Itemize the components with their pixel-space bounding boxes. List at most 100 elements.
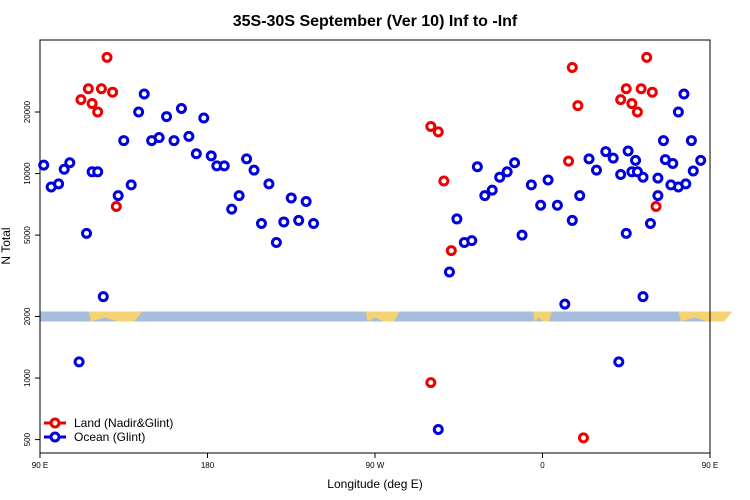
ocean-point	[300, 196, 312, 208]
land-point	[107, 86, 119, 98]
ocean-point	[218, 160, 230, 172]
ocean-point	[183, 130, 195, 142]
land-point	[101, 51, 113, 63]
ocean-point	[138, 88, 150, 100]
ocean-point	[525, 179, 537, 191]
y-tick-label: 1000	[23, 369, 32, 387]
x-axis: 90 E 180 90 W 0 90 E	[32, 453, 718, 470]
ocean-point	[198, 112, 210, 124]
land-point	[425, 120, 437, 132]
ocean-point	[631, 166, 643, 178]
land-point	[620, 83, 632, 95]
ocean-point	[652, 190, 664, 202]
ocean-point	[270, 237, 282, 249]
legend: Land (Nadir&Glint) Ocean (Glint)	[44, 416, 173, 444]
x-tick-label: 180	[201, 461, 215, 470]
y-tick-label: 2000	[23, 307, 32, 325]
x-axis-label: Longitude (deg E)	[327, 477, 422, 491]
ocean-point	[161, 111, 173, 123]
land-point	[650, 201, 662, 213]
map-strip	[40, 311, 733, 322]
land-point	[646, 86, 658, 98]
ocean-point	[542, 174, 554, 186]
ocean-point	[190, 148, 202, 160]
ocean-point	[566, 214, 578, 226]
y-tick-label: 5000	[23, 226, 32, 244]
ocean-point	[285, 192, 297, 204]
ocean-point	[308, 217, 320, 229]
ocean-point	[125, 179, 137, 191]
ocean-point	[559, 298, 571, 310]
x-tick-label: 90 W	[366, 461, 385, 470]
ocean-point	[583, 153, 595, 165]
land-point	[615, 94, 627, 106]
ocean-point	[205, 150, 217, 162]
land-point	[432, 126, 444, 138]
land-point	[563, 155, 575, 167]
land-point	[95, 83, 107, 95]
land-point	[86, 98, 98, 110]
ocean-point	[494, 171, 506, 183]
y-tick-label: 500	[23, 432, 32, 446]
ocean-point	[64, 157, 76, 169]
ocean-point	[622, 145, 634, 157]
land-point	[425, 377, 437, 389]
ocean-point	[112, 190, 124, 202]
ocean-point	[620, 227, 632, 239]
plot-frame	[39, 39, 711, 454]
land-point	[445, 245, 457, 257]
ocean-point	[667, 158, 679, 170]
ocean-point	[486, 184, 498, 196]
ocean-point	[607, 152, 619, 164]
ocean-point	[466, 235, 478, 247]
ocean-point	[233, 190, 245, 202]
ocean-point	[97, 291, 109, 303]
x-tick-label: 90 E	[702, 461, 718, 470]
ocean-point	[58, 163, 70, 175]
ocean-point	[175, 103, 187, 115]
ocean-point	[92, 166, 104, 178]
legend-entry-ocean: Ocean (Glint)	[44, 430, 145, 444]
legend-label-ocean: Ocean (Glint)	[74, 430, 145, 444]
y-tick-label: 20000	[23, 100, 32, 123]
ocean-point	[255, 217, 267, 229]
ocean-point	[153, 132, 165, 144]
y-tick-label: 10000	[23, 162, 32, 185]
ocean-point	[118, 135, 130, 147]
land-point	[110, 201, 122, 213]
x-tick-label: 90 E	[32, 461, 48, 470]
land-point	[438, 175, 450, 187]
legend-marker-land	[49, 417, 61, 429]
ocean-point	[226, 203, 238, 215]
legend-entry-land: Land (Nadir&Glint)	[44, 416, 173, 430]
ocean-point	[38, 159, 50, 171]
map-land-segment	[365, 311, 400, 322]
land-point	[75, 94, 87, 106]
land-point	[641, 51, 653, 63]
data-points	[38, 51, 707, 444]
ocean-point	[678, 88, 690, 100]
ocean-point	[471, 161, 483, 173]
ocean-point	[263, 178, 275, 190]
land-point	[631, 106, 643, 118]
ocean-point	[248, 164, 260, 176]
ocean-point	[652, 172, 664, 184]
ocean-point	[278, 216, 290, 228]
ocean-point	[501, 166, 513, 178]
ocean-point	[680, 178, 692, 190]
y-axis: 500 1000 2000 5000 10000 20000	[23, 100, 40, 446]
ocean-point	[293, 214, 305, 226]
ocean-point	[133, 106, 145, 118]
ocean-point	[443, 266, 455, 278]
ocean-point	[615, 168, 627, 180]
ocean-point	[644, 217, 656, 229]
ocean-point	[168, 135, 180, 147]
land-point	[572, 100, 584, 112]
map-land-segment	[88, 311, 143, 322]
ocean-point	[81, 227, 93, 239]
ocean-point	[535, 199, 547, 211]
land-point	[635, 83, 647, 95]
ocean-point	[574, 190, 586, 202]
x-tick-label: 0	[540, 461, 545, 470]
